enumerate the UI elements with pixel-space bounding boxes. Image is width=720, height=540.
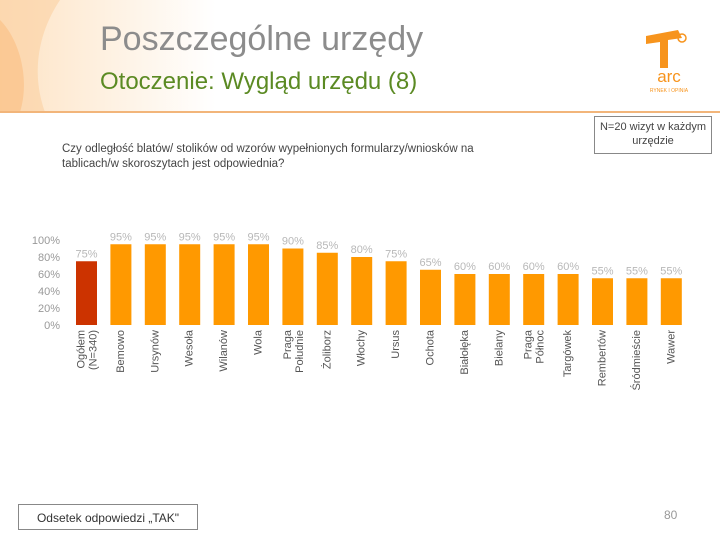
survey-question: Czy odległość blatów/ stolików od wzorów…	[62, 143, 474, 170]
sample-size-note: N=20 wizyt w każdym urzędzie	[594, 116, 712, 154]
bar	[213, 244, 235, 325]
x-tick-label: Wilanów	[218, 330, 230, 372]
header-divider	[0, 111, 720, 113]
bar	[110, 244, 132, 325]
bar	[557, 274, 579, 325]
bar-value-label: 80%	[351, 244, 373, 256]
bar-value-label: 55%	[591, 265, 613, 277]
page-subtitle: Otoczenie: Wygląd urzędu (8)	[100, 68, 418, 95]
x-tick-label: Ogółem(N=340)	[76, 330, 100, 370]
y-tick-label: 80%	[38, 252, 60, 264]
bar	[626, 278, 648, 325]
bar-value-label: 75%	[75, 248, 97, 260]
bar	[351, 257, 373, 325]
bar-value-label: 55%	[660, 265, 682, 277]
x-tick-label: Wesoła	[184, 329, 196, 366]
bar	[316, 252, 338, 325]
x-tick-label: Targówek	[562, 330, 574, 378]
y-tick-label: 60%	[38, 269, 60, 281]
bar-value-label: 55%	[626, 265, 648, 277]
x-tick-label: Ursus	[390, 330, 402, 359]
bar-value-label: 75%	[385, 248, 407, 260]
bar-value-label: 90%	[282, 236, 304, 248]
bar	[420, 269, 441, 325]
x-tick-label: Bemowo	[115, 330, 127, 373]
x-tick-label: Żoliborz	[320, 330, 333, 369]
bar	[385, 261, 407, 325]
bar	[523, 274, 545, 325]
bar-value-label: 85%	[316, 240, 338, 252]
x-tick-label: Białołęka	[459, 329, 471, 375]
bar-value-label: 60%	[523, 261, 545, 273]
arc-logo: arc RYNEK I OPINIA	[646, 30, 689, 94]
bar-value-label: 65%	[419, 257, 441, 269]
bar-value-label: 60%	[488, 261, 510, 273]
bar	[488, 274, 510, 325]
x-tick-label: Ochota	[425, 329, 437, 365]
bar-value-label: 95%	[144, 231, 166, 243]
x-tick-label: Wawer	[665, 330, 677, 364]
y-tick-label: 40%	[38, 286, 60, 298]
bar	[282, 248, 304, 325]
bar-value-label: 60%	[454, 261, 476, 273]
page-title: Poszczególne urzędy	[100, 20, 424, 58]
x-tick-label: Rembertów	[597, 330, 609, 386]
bar	[592, 278, 613, 325]
bar-value-label: 95%	[247, 231, 269, 243]
x-tick-label: Włochy	[356, 330, 368, 367]
bar	[248, 244, 269, 325]
bar	[144, 244, 166, 325]
bar	[660, 278, 682, 325]
footnote-box: Odsetek odpowiedzi „TAK"	[18, 504, 198, 530]
header-decoration	[0, 0, 60, 112]
page-number: 80	[664, 508, 678, 522]
bar-value-label: 95%	[179, 231, 201, 243]
bar-value-label: 95%	[110, 231, 132, 243]
x-tick-label: PragaPółnoc	[523, 329, 547, 364]
bar	[454, 274, 476, 325]
x-tick-label: Ursynów	[149, 330, 161, 373]
header-background	[0, 0, 720, 112]
x-tick-label: Śródmieście	[630, 330, 643, 391]
x-tick-label: PragaPołudnie	[282, 329, 306, 373]
logo-text: arc	[657, 67, 681, 86]
logo-subtext: RYNEK I OPINIA	[650, 88, 689, 94]
y-tick-label: 100%	[32, 235, 60, 247]
y-tick-label: 20%	[38, 303, 60, 315]
bar	[179, 244, 201, 325]
bar-chart: 0% 20% 40% 60% 80% 100% 75% Ogółem(N=340) 95% Bem…	[32, 231, 683, 391]
x-tick-label: Bielany	[493, 330, 505, 367]
bar-value-label: 95%	[213, 231, 235, 243]
x-tick-label: Wola	[253, 329, 265, 355]
bar	[76, 261, 97, 325]
bar-value-label: 60%	[557, 261, 579, 273]
y-tick-label: 0%	[44, 320, 60, 332]
